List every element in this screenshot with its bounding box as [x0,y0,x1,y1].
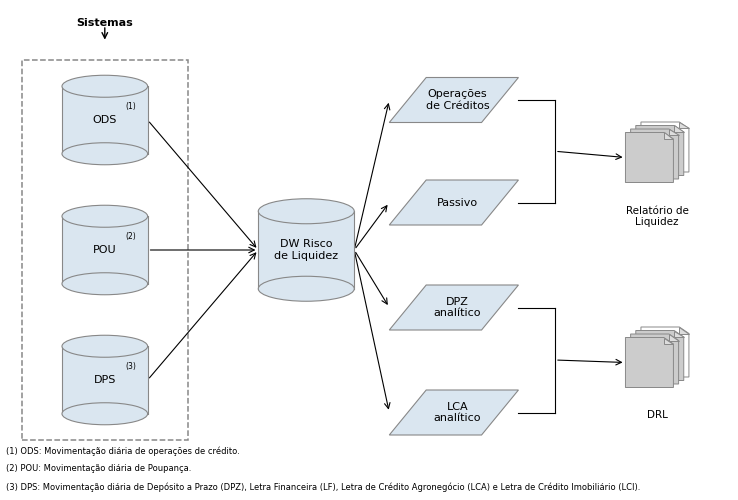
Polygon shape [675,330,683,337]
Bar [22,60,188,440]
Text: DPZ
analítico: DPZ analítico [434,296,481,318]
Polygon shape [630,334,679,384]
Text: Operações
de Créditos: Operações de Créditos [426,89,489,111]
Polygon shape [630,129,679,179]
Text: LCA
analítico: LCA analítico [434,402,481,423]
Bar [62,216,148,284]
Text: (1): (1) [125,102,137,111]
Text: Passivo: Passivo [437,198,478,207]
Text: DPS: DPS [94,375,116,385]
Polygon shape [669,129,679,136]
Polygon shape [669,334,679,340]
Text: (2) POU: Movimentação diária de Poupança.: (2) POU: Movimentação diária de Poupança… [6,464,191,473]
Polygon shape [641,327,689,377]
Ellipse shape [62,403,148,425]
Text: Sistemas: Sistemas [77,18,133,28]
Text: DW Risco
de Liquidez: DW Risco de Liquidez [275,239,338,261]
Polygon shape [664,132,673,139]
Text: POU: POU [93,245,117,255]
Text: (3): (3) [125,362,137,371]
Text: ODS: ODS [92,115,117,125]
Ellipse shape [62,143,148,165]
Text: Relatório de
Liquidez: Relatório de Liquidez [626,206,689,227]
Ellipse shape [62,75,148,97]
Text: (2): (2) [125,232,137,241]
Ellipse shape [62,335,148,357]
Ellipse shape [258,276,354,301]
Polygon shape [626,132,673,182]
Polygon shape [675,126,683,132]
Polygon shape [390,390,518,435]
Text: (3) DPS: Movimentação diária de Depósito a Prazo (DPZ), Letra Financeira (LF), L: (3) DPS: Movimentação diária de Depósito… [6,482,641,492]
Polygon shape [626,338,673,388]
Bar [62,346,148,414]
Polygon shape [679,327,689,334]
Polygon shape [679,122,689,128]
Polygon shape [390,285,518,330]
Ellipse shape [258,198,354,224]
Polygon shape [641,122,689,172]
Text: (1) ODS: Movimentação diária de operações de crédito.: (1) ODS: Movimentação diária de operaçõe… [6,446,240,456]
Polygon shape [390,180,518,225]
Ellipse shape [62,273,148,294]
Polygon shape [664,338,673,344]
Polygon shape [636,330,683,380]
Polygon shape [636,126,683,176]
Bar [258,211,354,289]
Text: DRL: DRL [646,410,668,420]
Bar [62,86,148,154]
Polygon shape [390,78,518,122]
Ellipse shape [62,205,148,227]
